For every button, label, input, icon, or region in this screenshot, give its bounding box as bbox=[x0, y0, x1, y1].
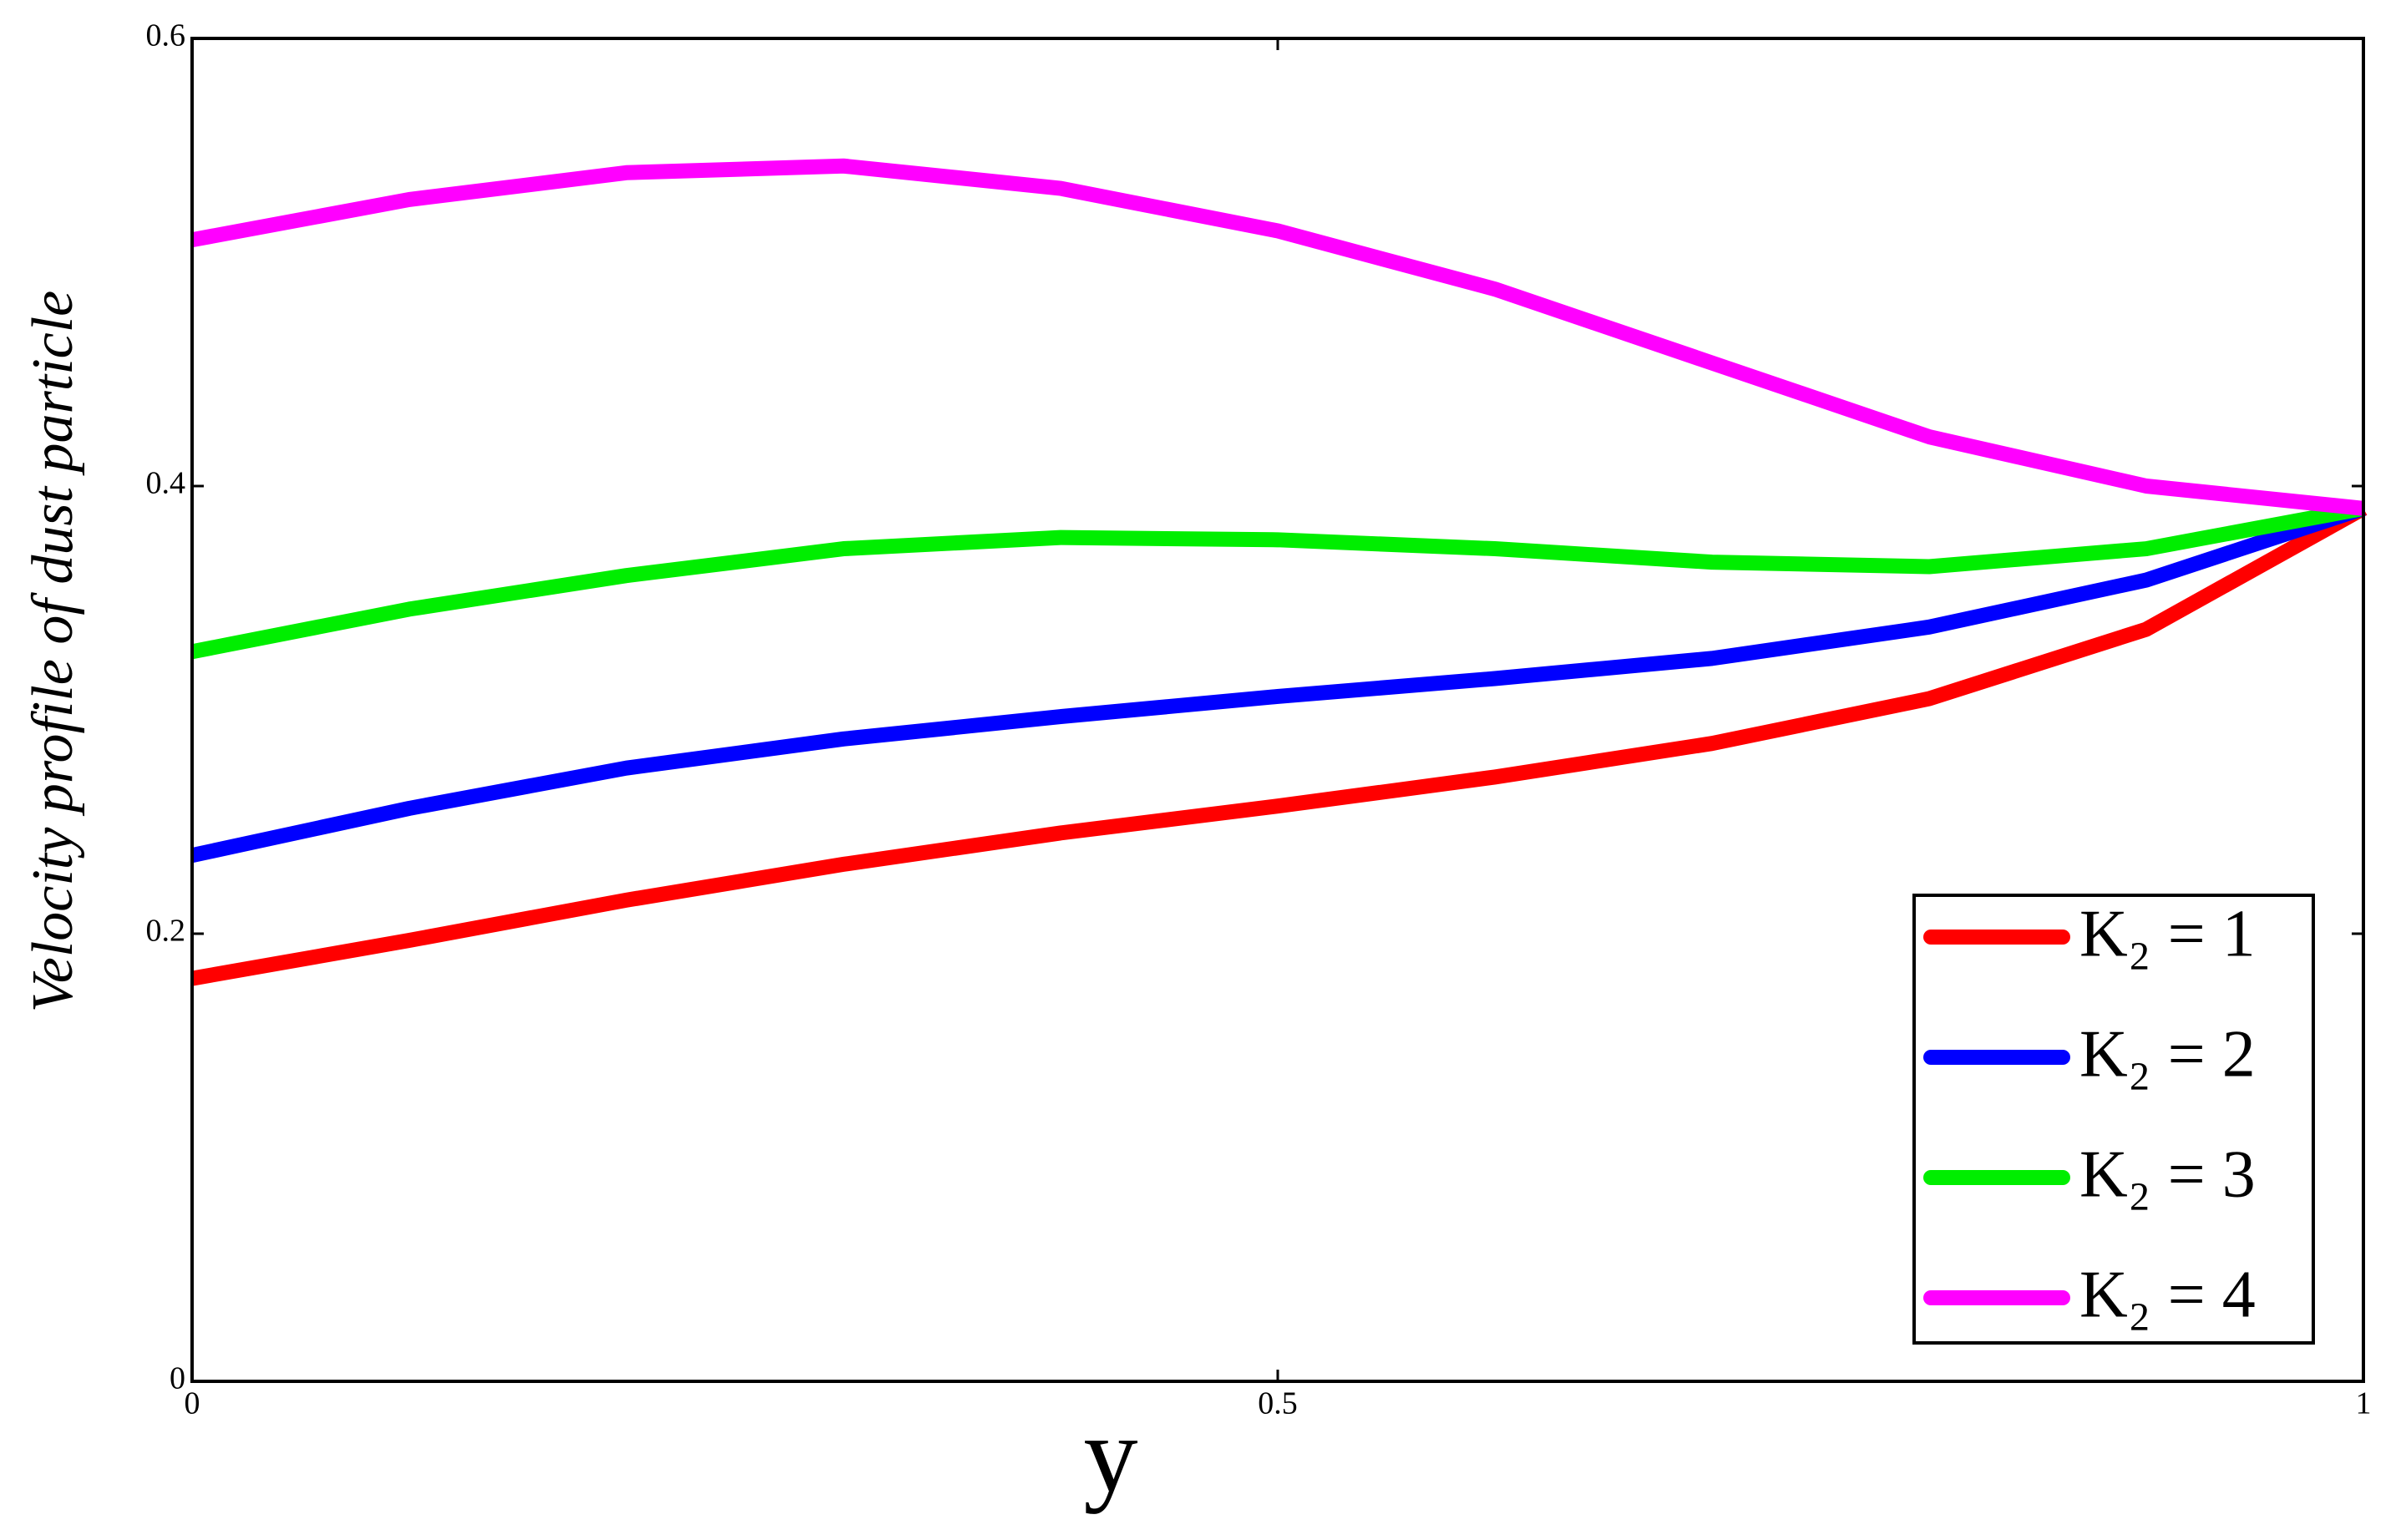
legend-label: K₂ = 2 bbox=[2079, 1017, 2256, 1091]
x-tick-label: 0.5 bbox=[1258, 1386, 1298, 1421]
line-series bbox=[190, 158, 2364, 516]
x-tick-label: 0 bbox=[185, 1386, 200, 1421]
line-series bbox=[190, 501, 2368, 986]
legend-box bbox=[1912, 894, 2315, 1345]
legend-label: K₂ = 4 bbox=[2079, 1258, 2256, 1331]
plot-frame bbox=[190, 37, 2365, 1383]
y-tick-label: 0.4 bbox=[146, 466, 186, 501]
x-tick-label: 1 bbox=[2356, 1386, 2372, 1421]
y-tick-label: 0 bbox=[170, 1361, 185, 1396]
y-tick-label: 0.2 bbox=[146, 914, 186, 949]
y-tick-label: 0.6 bbox=[146, 18, 186, 53]
legend-label: K₂ = 3 bbox=[2079, 1137, 2256, 1211]
legend-label: K₂ = 1 bbox=[2079, 897, 2256, 970]
x-axis-label: y bbox=[1084, 1395, 1138, 1515]
y-axis-label: Velocity profile of dust particle bbox=[21, 291, 85, 1012]
line-series bbox=[190, 501, 2366, 863]
line-series bbox=[190, 500, 2365, 660]
